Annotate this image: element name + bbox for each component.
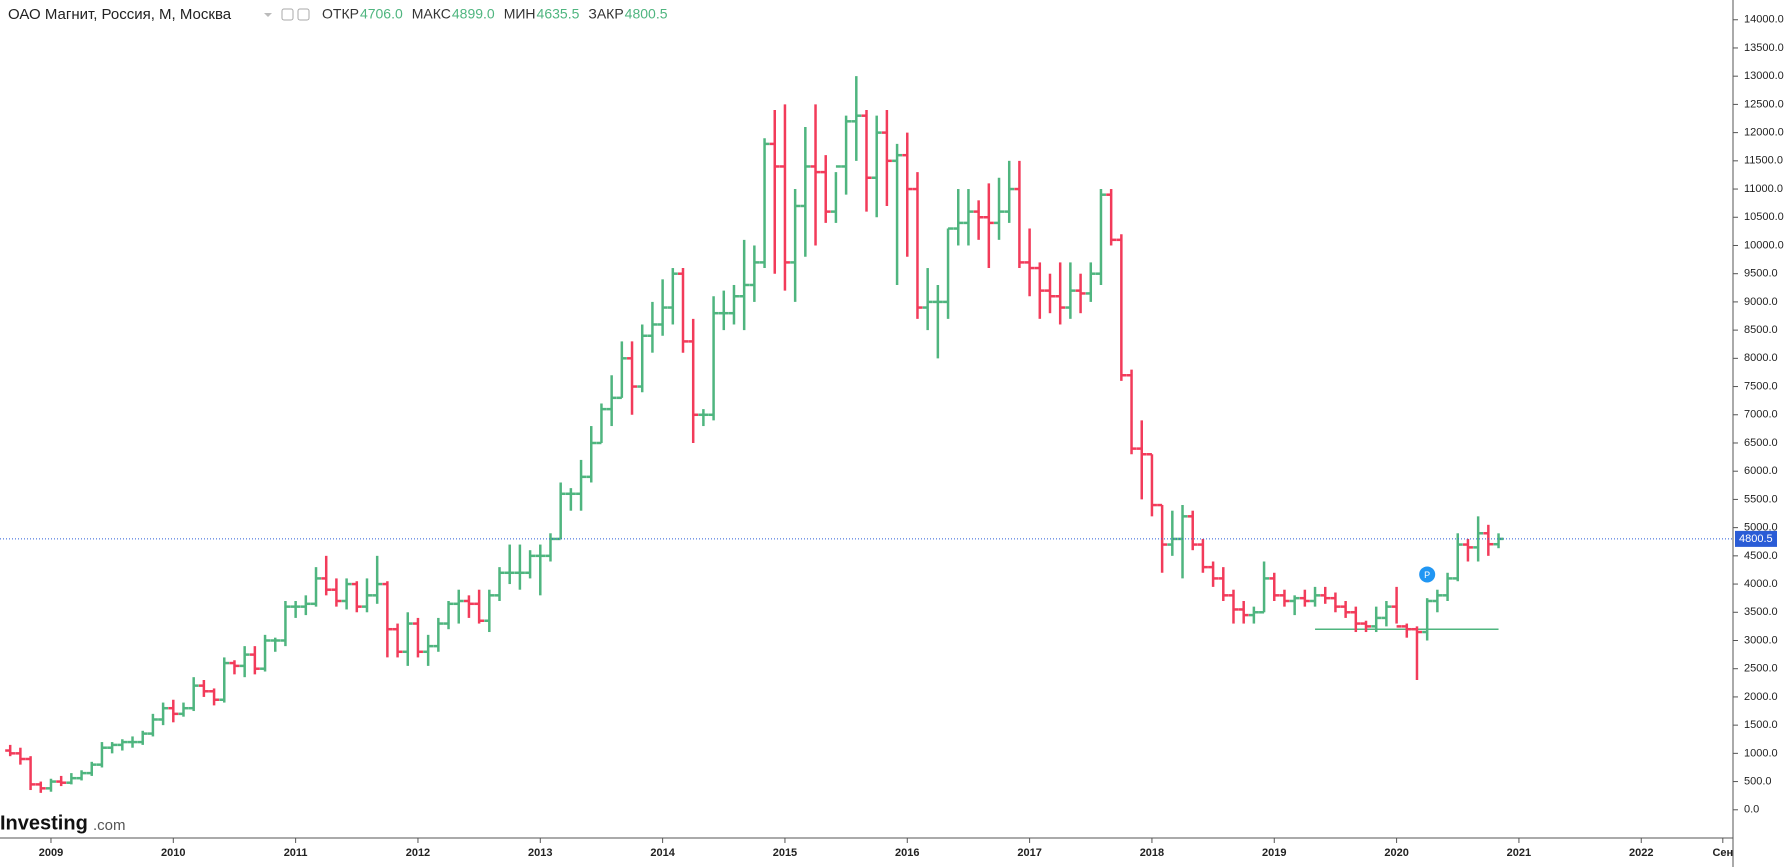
- y-tick-label: 6000.0: [1744, 465, 1778, 477]
- y-tick-label: 10500.0: [1744, 211, 1784, 223]
- y-tick-label: 0.0: [1744, 804, 1759, 816]
- price-label: 4800.5: [1739, 533, 1773, 545]
- event-marker-label: P: [1424, 570, 1430, 580]
- y-tick-label: 1000.0: [1744, 747, 1778, 759]
- chart-title: ОАО Магнит, Россия, М, Москва: [8, 6, 232, 23]
- x-tick-label: 2018: [1140, 847, 1164, 859]
- y-tick-label: 2500.0: [1744, 663, 1778, 675]
- ohlc-label: МИН: [504, 6, 536, 22]
- y-tick-label: 5500.0: [1744, 493, 1778, 505]
- settings-icon[interactable]: [297, 8, 310, 21]
- y-tick-label: 14000.0: [1744, 14, 1784, 26]
- y-tick-label: 12000.0: [1744, 127, 1784, 139]
- ohlc-label: ЗАКР: [588, 6, 623, 22]
- y-tick-label: 4000.0: [1744, 578, 1778, 590]
- x-tick-label: 2013: [528, 847, 552, 859]
- x-tick-label: 2016: [895, 847, 919, 859]
- dropdown-arrow[interactable]: [264, 13, 272, 17]
- y-tick-label: 2000.0: [1744, 691, 1778, 703]
- y-tick-label: 5000.0: [1744, 522, 1778, 534]
- y-tick-label: 8000.0: [1744, 352, 1778, 364]
- y-tick-label: 11000.0: [1744, 183, 1783, 195]
- y-tick-label: 3500.0: [1744, 606, 1778, 618]
- x-tick-label: 2012: [406, 847, 430, 859]
- ohlc-label: МАКС: [412, 6, 451, 22]
- x-tick-label: 2019: [1262, 847, 1286, 859]
- y-tick-label: 13500.0: [1744, 42, 1784, 54]
- x-tick-label: 2010: [161, 847, 185, 859]
- x-tick-label: Сен: [1712, 847, 1733, 859]
- y-tick-label: 11500.0: [1744, 155, 1783, 167]
- ohlc-value: 4635.5: [537, 6, 580, 22]
- y-tick-label: 10000.0: [1744, 239, 1784, 251]
- y-tick-label: 12500.0: [1744, 98, 1784, 110]
- y-tick-label: 9000.0: [1744, 296, 1778, 308]
- logo: Investing .com: [0, 812, 126, 834]
- logo-suffix: .com: [93, 817, 126, 834]
- x-tick-label: 2014: [650, 847, 675, 859]
- ohlc-value: 4800.5: [625, 6, 668, 22]
- y-tick-label: 7500.0: [1744, 380, 1778, 392]
- x-tick-label: 2015: [773, 847, 797, 859]
- x-tick-label: 2022: [1629, 847, 1653, 859]
- price-label-box: [1735, 530, 1777, 547]
- y-tick-label: 13000.0: [1744, 70, 1784, 82]
- y-tick-label: 6500.0: [1744, 437, 1778, 449]
- ohlc-label: ОТКР: [322, 6, 359, 22]
- y-tick-label: 9500.0: [1744, 268, 1778, 280]
- ohlc-value: 4706.0: [360, 6, 403, 22]
- logo-name: Investing: [0, 812, 88, 834]
- y-tick-label: 1500.0: [1744, 719, 1778, 731]
- y-tick-label: 500.0: [1744, 775, 1772, 787]
- settings-icon[interactable]: [281, 8, 294, 21]
- x-tick-label: 2017: [1017, 847, 1041, 859]
- x-tick-label: 2009: [39, 847, 63, 859]
- y-tick-label: 7000.0: [1744, 409, 1778, 421]
- y-tick-label: 3000.0: [1744, 634, 1778, 646]
- event-marker: [1419, 566, 1436, 583]
- x-tick-label: 2021: [1507, 847, 1531, 859]
- x-tick-label: 2020: [1384, 847, 1408, 859]
- ohlc-header: ОТКР 4706.0 МАКС 4899.0 МИН 4635.5 ЗАКР 4800.5: [322, 6, 668, 22]
- x-tick-label: 2011: [284, 847, 308, 859]
- y-tick-label: 4500.0: [1744, 550, 1778, 562]
- y-tick-label: 8500.0: [1744, 324, 1778, 336]
- ohlc-value: 4899.0: [452, 6, 495, 22]
